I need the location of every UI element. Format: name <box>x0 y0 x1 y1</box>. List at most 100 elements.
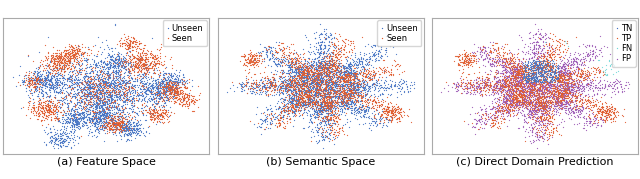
Point <box>344 91 355 94</box>
Point <box>309 78 319 81</box>
Point <box>160 77 170 80</box>
Point <box>578 77 588 80</box>
Point <box>308 102 318 105</box>
Point <box>143 55 154 58</box>
Point <box>73 119 83 122</box>
Point <box>278 88 288 91</box>
Point <box>102 106 113 108</box>
Point <box>559 99 569 102</box>
Point <box>345 86 355 89</box>
Point <box>527 83 537 85</box>
Point <box>92 95 102 97</box>
Point <box>315 105 325 107</box>
Point <box>486 84 496 87</box>
Point <box>452 63 463 66</box>
Point <box>385 115 396 118</box>
Point <box>536 116 546 119</box>
Point <box>497 106 507 109</box>
Point <box>72 91 83 94</box>
Point <box>294 88 304 91</box>
Point <box>605 113 615 116</box>
Point <box>601 111 611 114</box>
Point <box>308 71 319 74</box>
Point <box>453 62 463 65</box>
Point <box>570 85 580 88</box>
Point <box>392 84 402 87</box>
Point <box>336 71 346 73</box>
Point <box>336 92 346 95</box>
Point <box>532 79 543 82</box>
Point <box>339 94 349 97</box>
Point <box>537 84 547 87</box>
Point <box>600 85 611 88</box>
Point <box>278 107 289 110</box>
Point <box>373 49 383 52</box>
Point <box>74 56 84 59</box>
Point <box>294 109 305 112</box>
Point <box>247 62 257 65</box>
Point <box>518 86 528 88</box>
Point <box>52 116 62 119</box>
Point <box>321 80 332 83</box>
Point <box>116 83 127 86</box>
Point <box>533 107 543 110</box>
Point <box>575 60 585 62</box>
Point <box>157 89 168 92</box>
Point <box>88 74 99 77</box>
Point <box>515 65 525 68</box>
Point <box>342 101 353 103</box>
Point <box>291 62 301 65</box>
Point <box>579 69 589 72</box>
Point <box>255 79 265 81</box>
Point <box>523 112 533 114</box>
Point <box>532 133 542 136</box>
Point <box>505 56 515 59</box>
Point <box>531 101 541 104</box>
Point <box>156 45 166 48</box>
Point <box>110 127 120 130</box>
Point <box>257 60 267 62</box>
Point <box>319 91 330 94</box>
Point <box>241 76 251 79</box>
Point <box>323 86 333 89</box>
Point <box>541 75 551 78</box>
Point <box>245 60 255 63</box>
Point <box>541 86 552 89</box>
Point <box>300 91 310 94</box>
Point <box>333 114 344 117</box>
Point <box>47 74 58 77</box>
Point <box>58 143 68 146</box>
Point <box>186 93 196 96</box>
Point <box>510 86 520 89</box>
Point <box>163 85 173 88</box>
Point <box>506 83 516 85</box>
Point <box>152 112 163 115</box>
Point <box>336 76 346 79</box>
Point <box>508 62 518 65</box>
Point <box>95 86 105 89</box>
Point <box>532 131 542 134</box>
Point <box>579 58 589 61</box>
Point <box>177 78 188 81</box>
Point <box>333 130 344 133</box>
Point <box>386 83 396 86</box>
Point <box>349 84 359 87</box>
Point <box>93 87 104 90</box>
Legend: Unseen, Seen: Unseen, Seen <box>377 20 421 46</box>
Point <box>106 118 116 120</box>
Point <box>315 99 325 101</box>
Point <box>319 107 329 110</box>
Point <box>111 105 121 108</box>
Point <box>353 101 364 104</box>
Point <box>546 59 556 62</box>
Point <box>371 108 381 111</box>
Point <box>109 88 120 91</box>
Point <box>160 90 170 93</box>
Point <box>525 90 535 93</box>
Point <box>346 89 356 92</box>
Point <box>327 88 337 90</box>
Point <box>343 84 353 87</box>
Point <box>130 89 140 92</box>
Point <box>600 110 611 113</box>
Point <box>85 111 95 113</box>
